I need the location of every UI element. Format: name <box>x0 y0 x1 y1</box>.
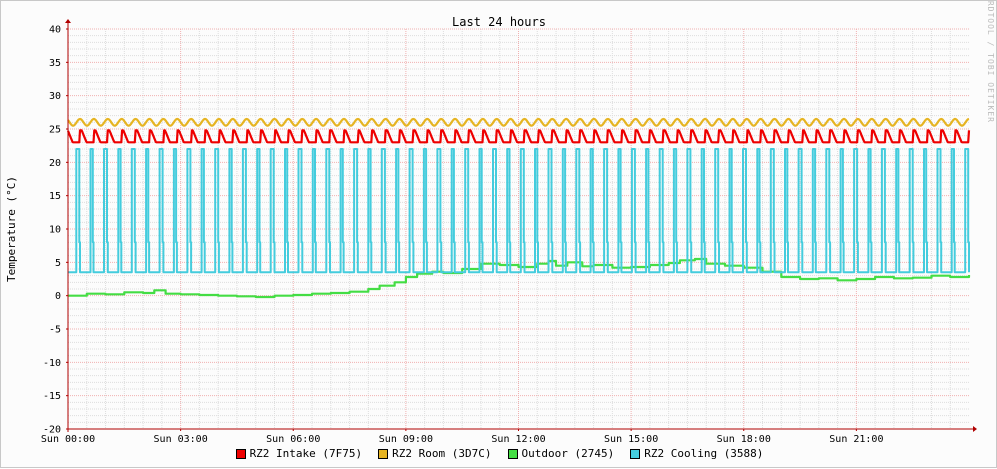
axis-layer: -20 -15 -10 -5 0 5 10 15 20 25 30 35 40 Sun 00:00 Sun … <box>41 19 977 445</box>
legend-item: Outdoor (2745) <box>507 447 615 460</box>
legend-item: RZ2 Cooling (3588) <box>630 447 763 460</box>
y-tick-label: -10 <box>43 358 61 369</box>
legend-label: Outdoor (2745) <box>521 447 615 460</box>
legend-item: RZ2 Room (3D7C) <box>378 447 492 460</box>
series-line-rz2-room-3d7c <box>67 117 970 127</box>
series-line-rz2-intake-7f75 <box>66 129 971 144</box>
x-tick-label: Sun 12:00 <box>491 434 545 445</box>
legend-item: RZ2 Intake (7F75) <box>235 447 363 460</box>
x-tick-label: Sun 15:00 <box>604 434 658 445</box>
legend-swatch <box>507 448 518 459</box>
y-tick-label: -20 <box>43 425 61 436</box>
x-tick-label: Sun 21:00 <box>829 434 883 445</box>
legend-label: RZ2 Cooling (3588) <box>644 447 764 460</box>
y-tick-label: 30 <box>49 91 61 102</box>
x-tick-label: Sun 06:00 <box>266 434 320 445</box>
y-tick-label: 25 <box>49 125 61 136</box>
y-tick-label: 5 <box>55 258 61 269</box>
series-line-outdoor-2745 <box>68 257 971 299</box>
y-tick-label: 40 <box>49 25 61 36</box>
y-axis-label: Temperature (°C) <box>5 176 18 282</box>
x-axis-arrow <box>973 426 977 432</box>
x-tick-label: Sun 03:00 <box>154 434 208 445</box>
legend-swatch <box>630 448 641 459</box>
y-tick-label: 15 <box>49 191 61 202</box>
y-tick-label: 20 <box>49 158 61 169</box>
x-tick-label: Sun 00:00 <box>41 434 95 445</box>
watermark: RRDTOOL / TOBI OETIKER <box>986 1 995 123</box>
chart-title: Last 24 hours <box>452 15 546 29</box>
y-tick-label: -5 <box>49 325 61 336</box>
y-tick-label: 10 <box>49 225 61 236</box>
legend-label: RZ2 Intake (7F75) <box>249 447 363 460</box>
y-tick-label: 0 <box>55 291 61 302</box>
x-tick-label: Sun 18:00 <box>717 434 771 445</box>
grid-layer <box>67 28 969 430</box>
legend-label: RZ2 Room (3D7C) <box>392 447 492 460</box>
x-tick-label: Sun 09:00 <box>379 434 433 445</box>
y-axis-arrow <box>65 19 71 23</box>
y-tick-label: 35 <box>49 58 61 69</box>
y-tick-label: -15 <box>43 391 61 402</box>
series-line-rz2-cooling-3588 <box>67 148 970 274</box>
legend: RZ2 Intake (7F75) RZ2 Room (3D7C) Outdoor … <box>1 447 997 460</box>
series-layer <box>66 117 971 299</box>
legend-swatch <box>378 448 389 459</box>
legend-swatch <box>235 448 246 459</box>
